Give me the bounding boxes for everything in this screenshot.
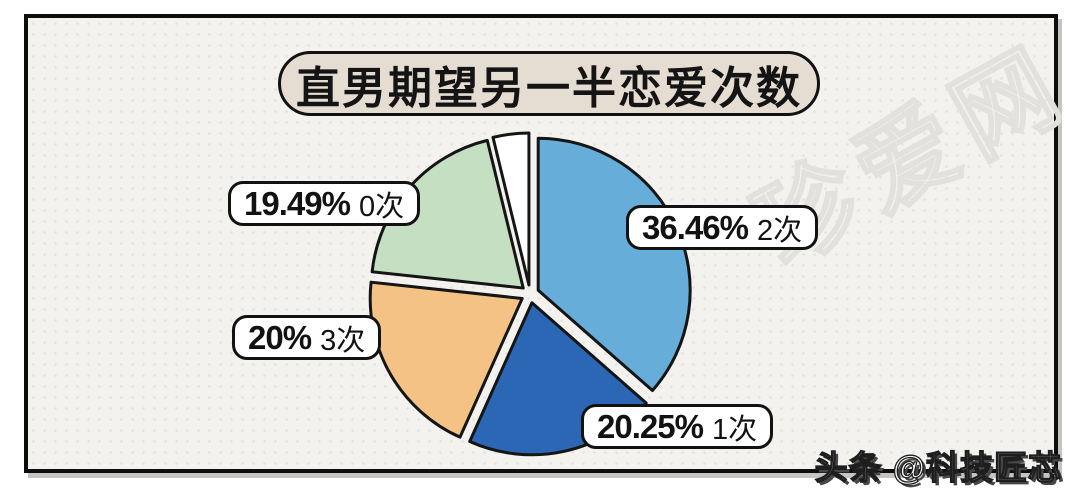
pie-label-1ci-unit: 1次: [711, 413, 758, 446]
pie-slice-3次: [368, 280, 524, 439]
pie-label-3ci-unit: 3次: [320, 324, 366, 357]
chart-title-label: 直男期望另一半恋爱次数: [296, 63, 802, 113]
pie-label-2ci-unit: 2次: [756, 214, 803, 247]
pie-label-3ci: 20% 3次: [232, 315, 382, 360]
pie-label-1ci: 20.25% 1次: [581, 404, 774, 449]
chart-frame: 珍爱网 直男期望另一半恋爱次数 19.49% 0次 36.46% 2次 20% …: [24, 14, 1076, 473]
pie-slice-blank: [491, 131, 531, 287]
attribution-text: 头条 @科技匠芯: [814, 448, 1062, 486]
pie-label-3ci-percent: 20%: [248, 318, 312, 356]
chart-title: 直男期望另一半恋爱次数: [278, 51, 820, 116]
pie-label-0ci: 19.49% 0次: [228, 181, 421, 226]
pie-label-0ci-unit: 0次: [358, 190, 405, 223]
pie-label-2ci-percent: 36.46%: [642, 208, 749, 246]
pie-label-1ci-percent: 20.25%: [597, 407, 704, 445]
pie-label-0ci-percent: 19.49%: [244, 184, 351, 222]
pie-label-2ci: 36.46% 2次: [626, 205, 819, 250]
